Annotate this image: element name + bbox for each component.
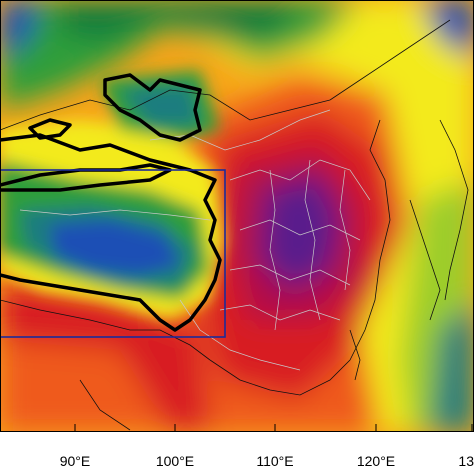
x-tick-label-130e: 13: [458, 453, 474, 469]
x-tick-label-110e: 110°E: [256, 453, 293, 469]
province-line: [339, 169, 351, 291]
field-blobs: [0, 0, 474, 432]
province-line: [269, 169, 281, 331]
field-north-yellow: [0, 0, 474, 120]
x-axis-labels: 90°E 100°E 110°E 120°E 13: [60, 453, 474, 469]
coastline-japan: [439, 119, 469, 301]
x-tick-label-100e: 100°E: [156, 453, 194, 469]
coastline: [209, 119, 391, 396]
province-borders: [19, 109, 371, 371]
x-tick-label-90e: 90°E: [60, 453, 91, 469]
field-north-darkgreen: [60, 0, 300, 40]
province-line: [229, 264, 351, 286]
border-line: [0, 89, 331, 131]
x-axis-ticks: [74, 424, 473, 432]
field-fareast-blue: [430, 300, 474, 432]
field-east-purple: [260, 175, 340, 290]
field-topleft-blue: [0, 0, 40, 60]
small-outline: [28, 118, 72, 140]
field-southwest-orange: [0, 340, 170, 432]
field-topright-blue: [420, 0, 474, 60]
coastline-korea: [409, 199, 441, 321]
province-line: [149, 109, 331, 151]
border-line: [79, 379, 131, 431]
basin-outline: [103, 73, 202, 142]
province-line: [229, 159, 371, 201]
country-borders: [0, 19, 469, 431]
border-line: [0, 299, 211, 361]
coastline-taiwan: [349, 329, 361, 381]
x-tick-label-120e: 120°E: [357, 453, 395, 469]
province-line: [179, 299, 301, 371]
province-line: [219, 304, 341, 321]
province-line: [304, 159, 321, 321]
border-line: [329, 19, 451, 101]
province-line: [19, 209, 211, 221]
basin-teal: [120, 85, 200, 125]
plateau-blue: [50, 220, 180, 275]
plateau-outline-main: [0, 133, 222, 332]
province-line: [239, 219, 361, 241]
map-plot-area: [0, 0, 474, 432]
study-region-box: [0, 169, 226, 338]
